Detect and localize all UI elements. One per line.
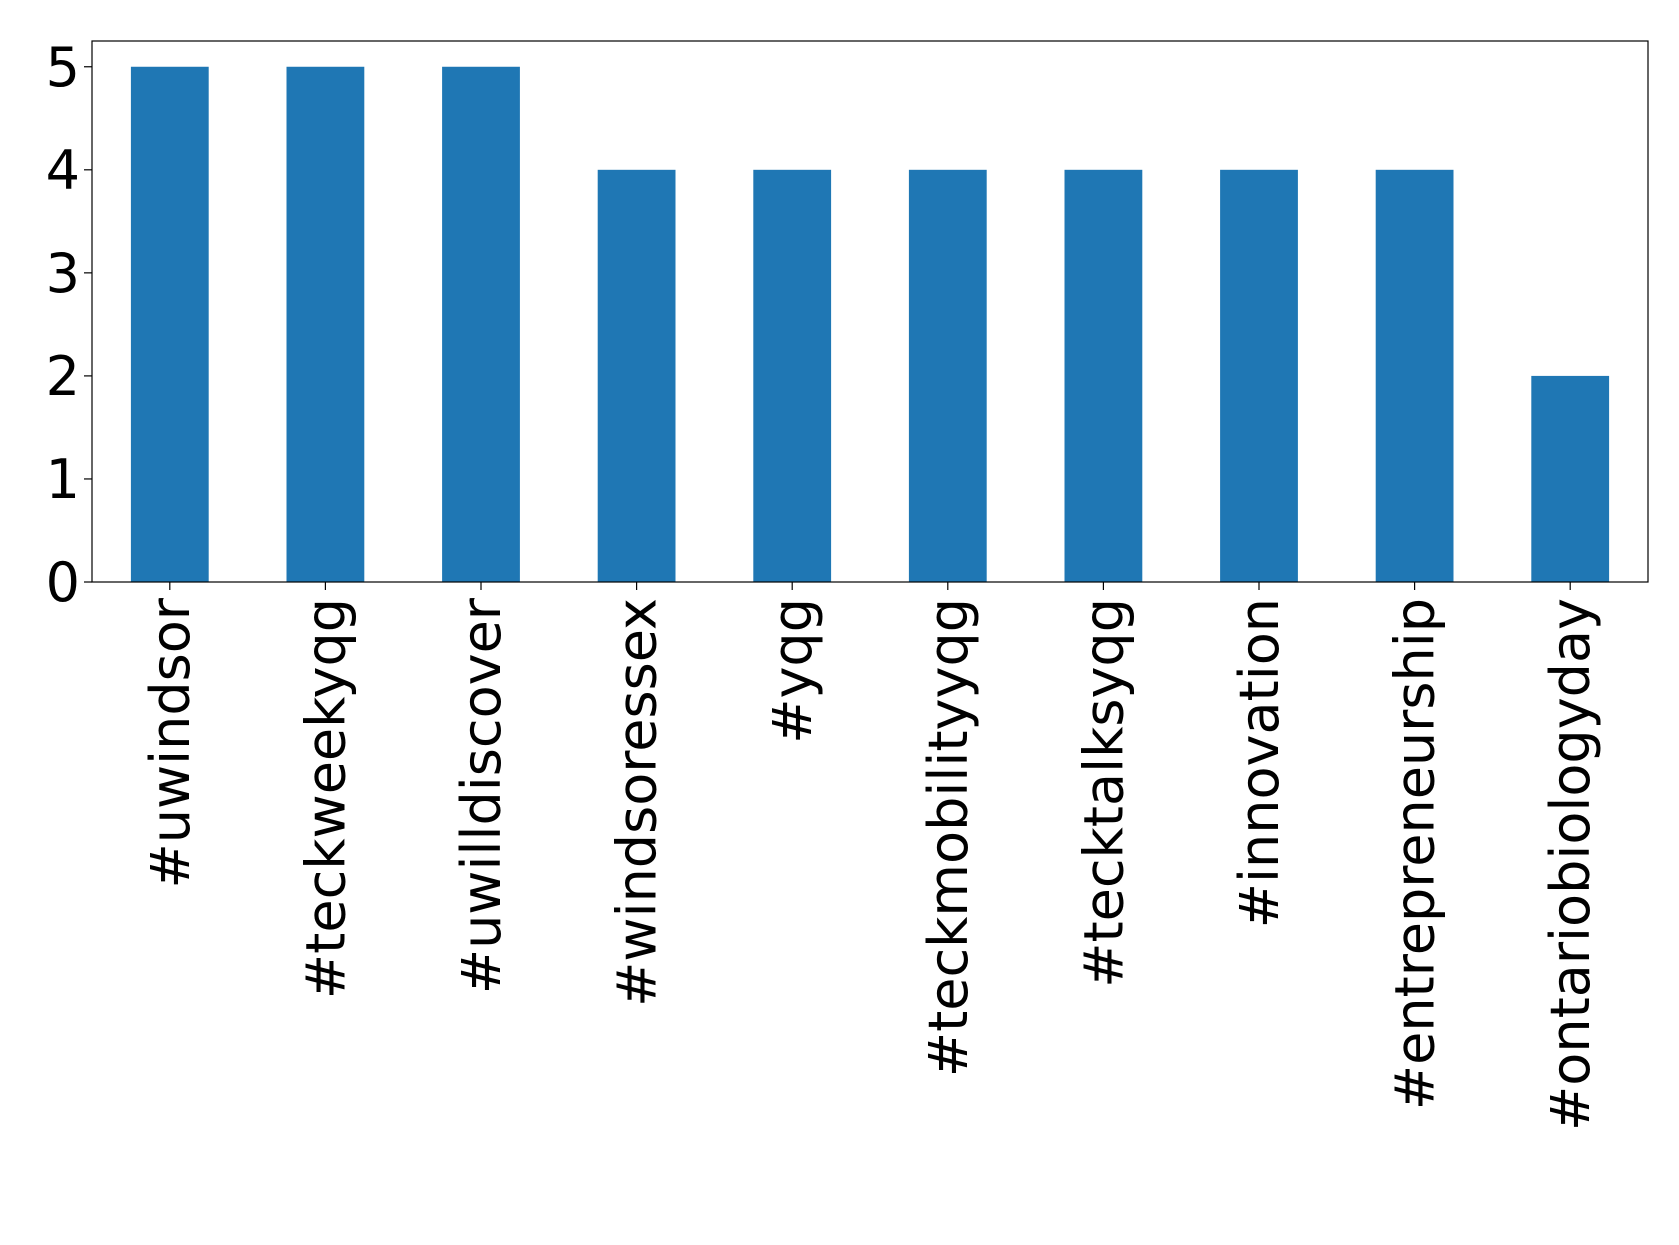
bar [908,169,987,583]
x-tick-label: #windsoressex [606,598,669,1007]
bar [1375,169,1454,583]
y-tick-label: 3 [46,242,80,305]
x-tick-label: #uwilldiscover [450,597,513,994]
y-tick-label: 4 [46,139,80,202]
x-tick-label: #tecktalksyqg [1072,598,1135,988]
y-tick-label: 1 [46,448,80,511]
bar [1220,169,1298,583]
bar [1064,169,1143,583]
bar [286,66,365,582]
x-tick-label: #teckmobilityyqg [917,598,980,1077]
x-tick-label: #yqg [761,598,824,744]
x-tick-label: #ontariobiologyday [1539,598,1602,1131]
bar [1531,375,1610,582]
x-tick-label: #innovation [1228,598,1291,928]
y-tick-label: 5 [46,36,80,99]
y-tick-label: 0 [46,551,80,614]
x-tick-label: #teckweekyqg [294,598,357,999]
x-tick-label: #uwindsor [139,597,202,888]
x-tick-label: #entrepreneurship [1384,598,1447,1110]
bar [130,66,209,582]
y-tick-label: 2 [46,345,80,408]
bar [753,169,832,583]
plot-frame [91,40,1649,583]
bar [597,169,676,583]
bar [442,66,520,582]
